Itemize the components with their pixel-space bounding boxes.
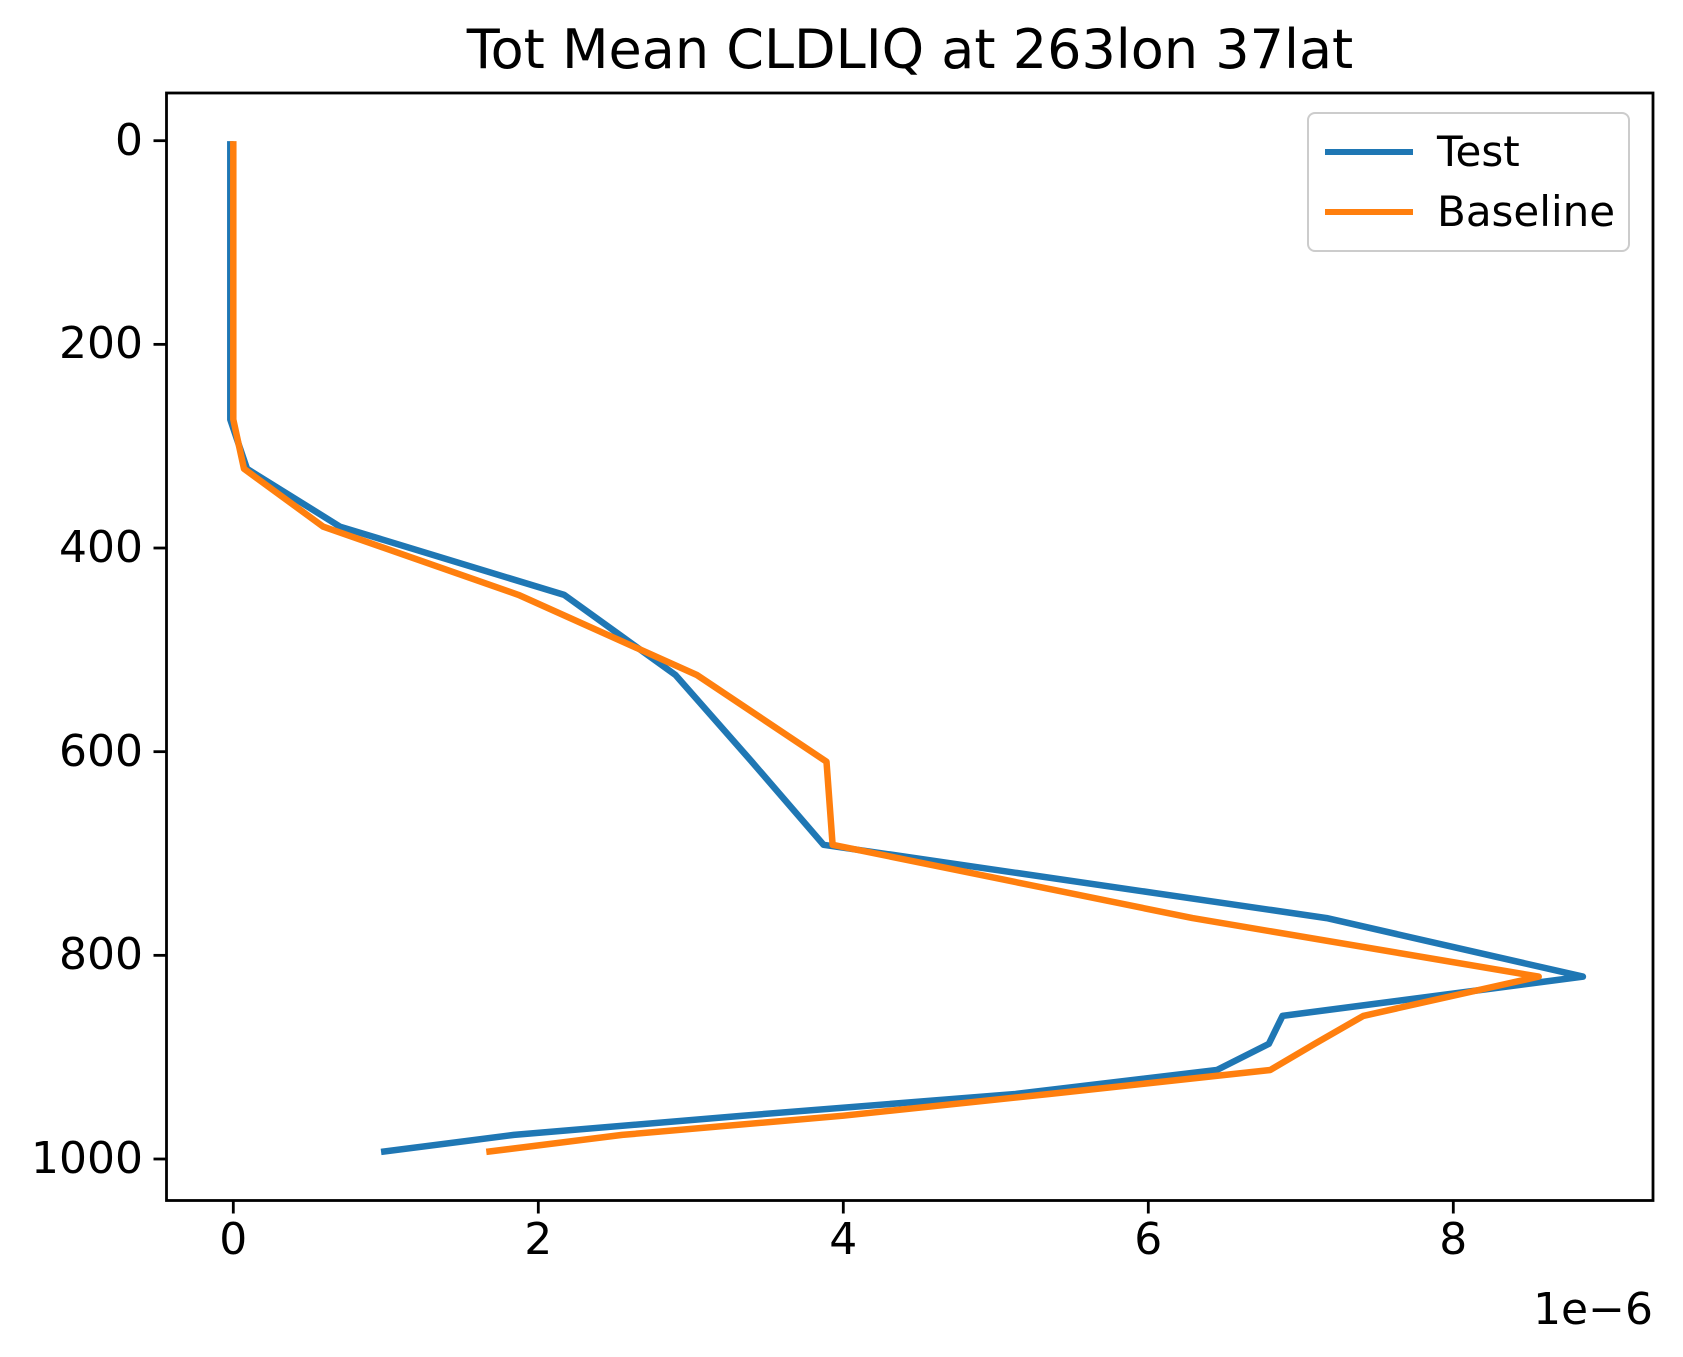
legend-item-baseline: Baseline <box>1309 189 1628 235</box>
y-tick-label: 0 <box>115 114 143 166</box>
axes-spines <box>165 91 1655 1202</box>
legend-label-test: Test <box>1437 126 1520 176</box>
series-line-baseline <box>230 141 1542 1156</box>
legend-line-sample-test <box>1325 148 1413 155</box>
y-tick-label: 800 <box>59 929 143 981</box>
x-axis-offset-label: 1e−6 <box>1533 1284 1653 1335</box>
legend-line-sample-baseline <box>1325 209 1413 216</box>
legend-label-baseline: Baseline <box>1437 187 1616 237</box>
y-tick-label: 600 <box>59 725 143 777</box>
legend-item-test: Test <box>1309 126 1628 176</box>
y-tick-label: 400 <box>59 522 143 574</box>
x-tick-label: 4 <box>829 1214 858 1265</box>
x-tick-label: 6 <box>1134 1214 1163 1265</box>
series-line-test <box>227 141 1587 1156</box>
x-tick-label: 2 <box>524 1214 553 1265</box>
x-tick-label: 0 <box>219 1214 248 1265</box>
chart-title: Tot Mean CLDLIQ at 263lon 37lat <box>466 18 1354 81</box>
y-tick-label: 1000 <box>31 1133 143 1184</box>
legend: Test Baseline <box>1307 112 1630 252</box>
y-tick-label: 200 <box>59 318 143 370</box>
x-tick-label: 8 <box>1439 1214 1468 1265</box>
